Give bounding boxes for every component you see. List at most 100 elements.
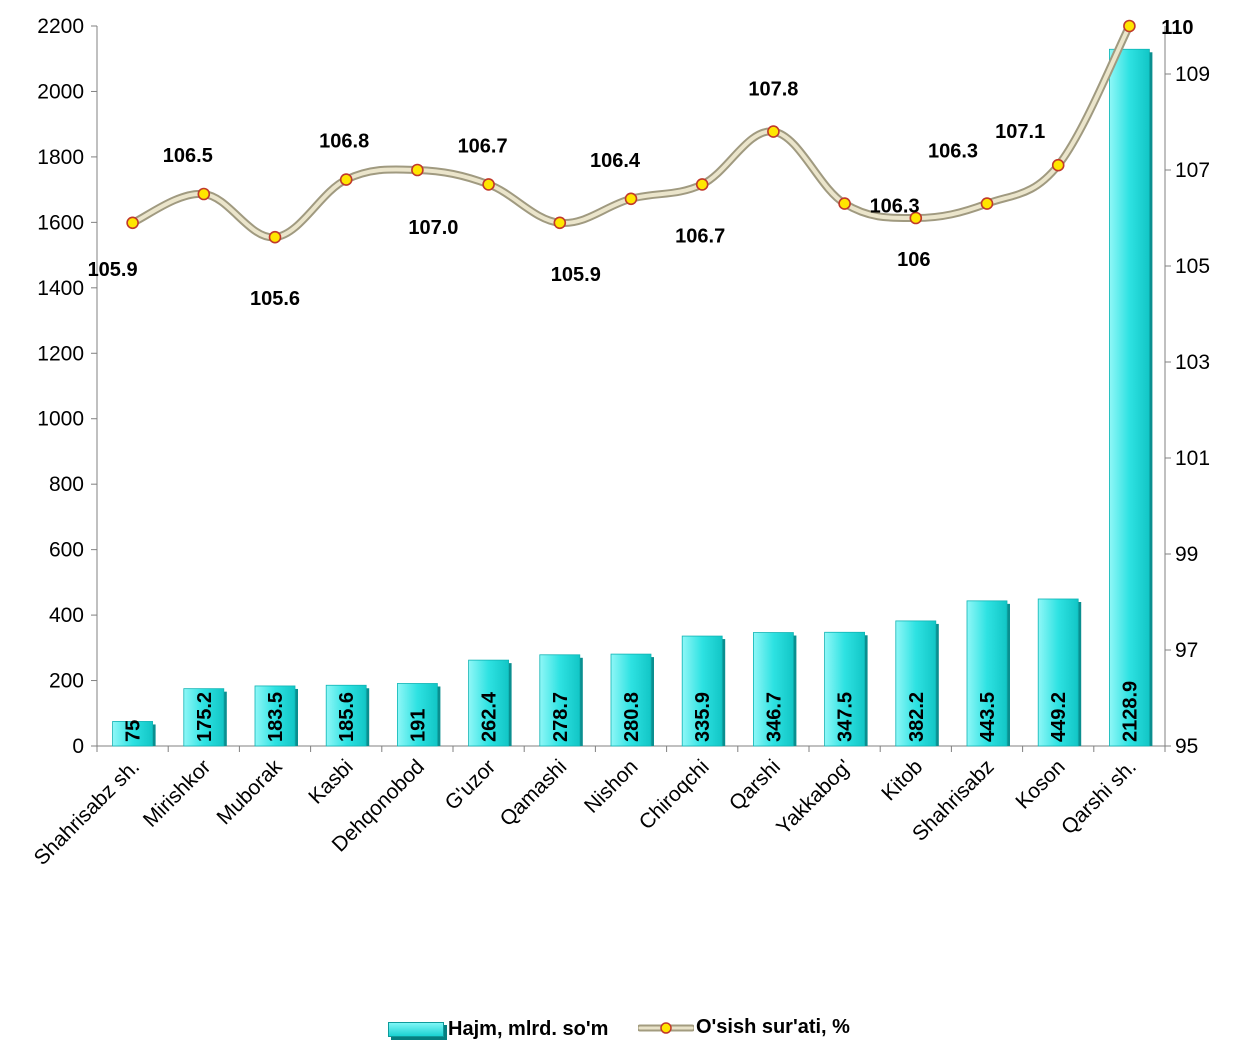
bar-body [1037,598,1079,747]
bar [396,683,441,747]
y-right-tick-label: 99 [1175,543,1198,566]
y-right-tick-label: 107 [1175,159,1210,182]
bar-body [539,654,581,747]
legend-line-label: O'sish sur'ati, % [695,1016,850,1038]
x-tick-label: Koson [1011,755,1069,813]
x-tick-label: G'uzor [441,755,501,815]
y-right-tick-label: 109 [1175,63,1210,86]
growth-value-label: 106.4 [590,150,641,172]
x-tick-label: Muborak [212,755,286,829]
growth-value-label: 107.1 [995,121,1045,143]
bar [1037,598,1082,747]
bar [112,721,156,747]
legend: Hajm, mlrd. so'm O'sish sur'ati, % [0,1016,1238,1043]
x-tick-label: Kasbi [304,755,357,808]
growth-point [980,197,994,210]
x-tick-label: Nishon [580,755,642,817]
bar [966,600,1010,747]
bar-value-label: 382.2 [906,692,928,742]
y-right-tick-label: 103 [1175,351,1210,374]
growth-point [482,178,495,191]
bar-value-label: 75 [123,720,145,742]
growth-point [1123,19,1136,33]
x-tick-label: Qarshi sh. [1057,755,1141,839]
growth-point [411,163,424,177]
y-left-tick-label: 200 [49,670,84,693]
bar-value-label: 443.5 [977,692,999,742]
bar-value-label: 346.7 [763,692,785,742]
growth-point [695,178,709,191]
bar-body [1109,48,1150,747]
y-left-tick-label: 0 [72,735,84,758]
bar-body [396,683,438,747]
bar-value-label: 2128.9 [1119,681,1141,742]
legend-item-line: O'sish sur'ati, % [637,1016,850,1039]
growth-point [268,230,282,244]
growth-point [553,216,567,230]
bar [325,684,370,747]
growth-point [838,197,851,210]
y-left-tick-label: 1800 [37,146,84,169]
growth-value-label: 105.9 [551,264,601,286]
growth-value-label: 107.0 [408,217,458,239]
growth-line [131,25,1132,240]
y-left-tick-label: 1200 [37,342,84,365]
growth-value-label: 106.5 [163,145,213,167]
bar-value-label: 449.2 [1048,692,1070,742]
growth-point [624,192,638,206]
bar [681,635,726,747]
legend-line-swatch [637,1021,694,1034]
bar [539,654,583,747]
x-tick-label: Qarshi [725,755,785,815]
x-tick-label: Shahrisabz sh. [30,755,144,869]
legend-bar-label: Hajm, mlrd. so'm [448,1017,609,1040]
bar-body [183,688,225,747]
bar-value-label: 175.2 [194,692,216,742]
bar-value-label: 183.5 [265,692,287,742]
growth-value-label: 110 [1161,17,1193,39]
growth-value-label: 105.9 [88,259,138,281]
growth-value-label: 106.8 [319,131,369,153]
bar-value-label: 185.6 [336,692,358,742]
y-right-tick-label: 101 [1175,447,1210,470]
y-left-tick-label: 800 [49,473,84,496]
bar-value-label: 191 [407,709,429,742]
bar [824,631,868,747]
bar [753,632,797,747]
y-left-tick-label: 1400 [37,277,84,300]
growth-value-label: 106 [897,249,930,271]
bar-body [112,721,153,747]
bar-body [254,685,296,747]
bar [610,653,654,747]
bar-body [681,635,723,747]
bar [183,688,227,747]
bar-body [824,631,865,747]
growth-point [767,125,780,138]
y-right-tick-label: 105 [1175,255,1210,278]
y-right-tick-label: 97 [1175,639,1198,662]
y-right-tick-label: 95 [1175,735,1198,758]
legend-bar-swatch [388,1021,445,1037]
bar-body [610,653,652,747]
x-tick-label: Chiroqchi [635,755,714,834]
bar-value-label: 280.8 [621,692,643,742]
x-tick-label: Kitob [877,755,927,805]
bar [895,620,939,747]
y-left-tick-label: 2000 [37,80,84,103]
growth-point [909,211,923,225]
growth-point [1051,158,1065,172]
bar-body [966,600,1008,747]
growth-value-label: 107.8 [748,79,798,101]
growth-point [197,187,211,201]
growth-value-label: 106.3 [928,141,978,163]
y-left-tick-label: 600 [49,539,84,562]
x-tick-label: Qamashi [496,755,572,831]
growth-value-label: 105.6 [250,288,300,310]
y-left-tick-label: 1600 [37,211,84,234]
bar [254,685,298,747]
bar [468,659,512,747]
chart: 0 200 400 600 800 1000 1200 1400 1600 1800 2000 220… [30,15,1210,870]
growth-value-label: 106.7 [675,225,725,247]
x-tick-label: Yakkabog' [772,755,856,839]
bar-body [325,684,367,747]
